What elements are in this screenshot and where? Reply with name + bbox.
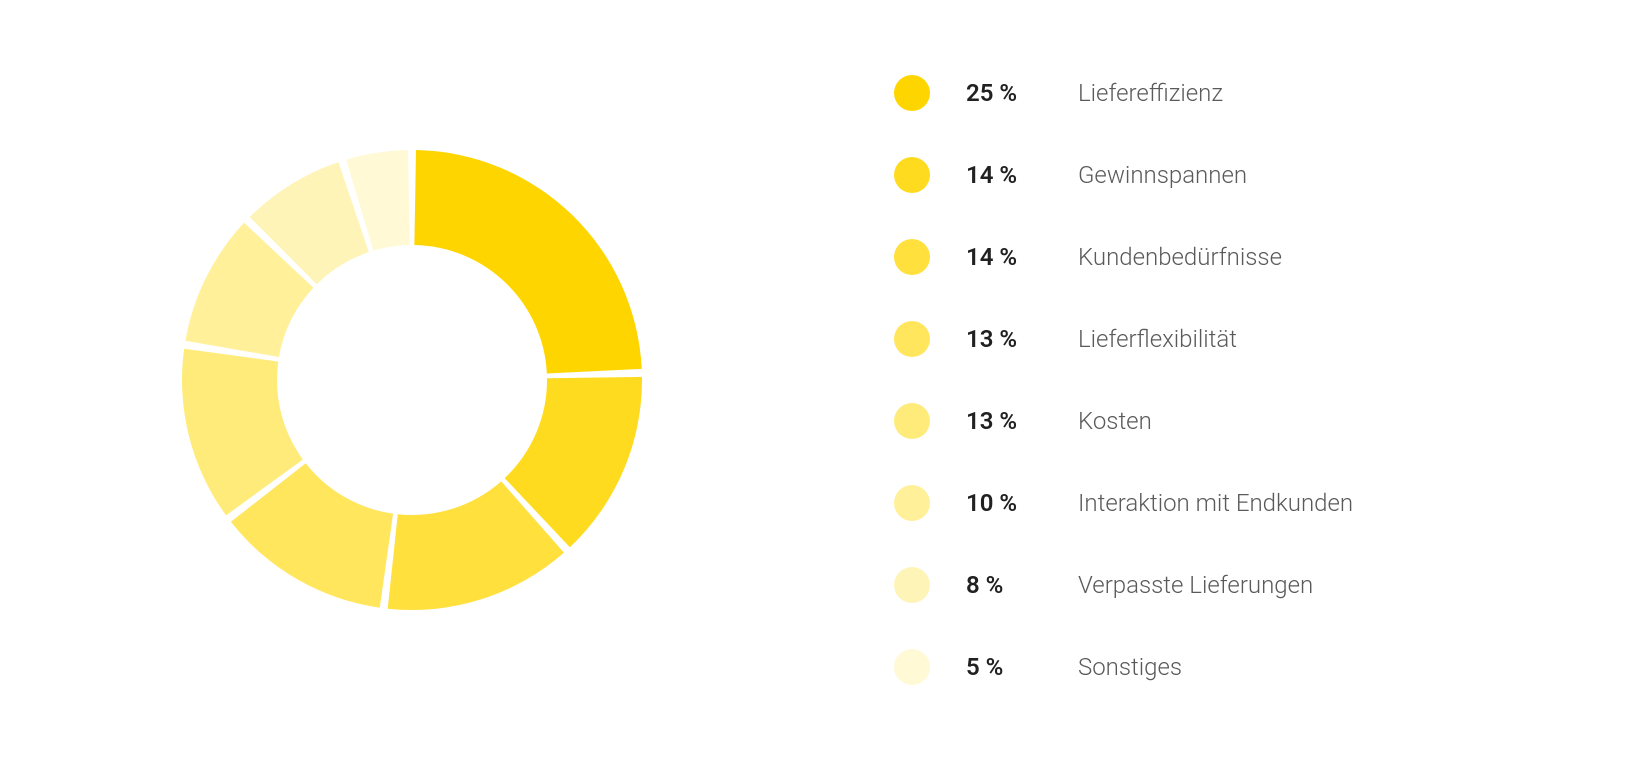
legend-row: 13 %Kosten (894, 380, 1608, 462)
legend-label: Gewinnspannen (1050, 161, 1247, 189)
legend-swatch (894, 403, 930, 439)
donut-chart-area (0, 0, 824, 760)
legend-row: 14 %Gewinnspannen (894, 134, 1608, 216)
legend-label: Interaktion mit Endkunden (1050, 489, 1353, 517)
donut-segment (414, 150, 641, 373)
legend-percent: 13 % (930, 407, 1050, 435)
legend-label: Sonstiges (1050, 653, 1182, 681)
legend-swatch (894, 75, 930, 111)
legend-percent: 14 % (930, 243, 1050, 271)
legend-swatch (894, 485, 930, 521)
legend-percent: 25 % (930, 79, 1050, 107)
legend-swatch (894, 239, 930, 275)
legend-percent: 14 % (930, 161, 1050, 189)
legend: 25 %Liefereffizienz14 %Gewinnspannen14 %… (824, 52, 1648, 708)
legend-row: 8 %Verpasste Lieferungen (894, 544, 1608, 626)
legend-row: 13 %Lieferflexibilität (894, 298, 1608, 380)
legend-percent: 10 % (930, 489, 1050, 517)
donut-chart (152, 120, 672, 640)
legend-label: Kosten (1050, 407, 1152, 435)
legend-label: Verpasste Lieferungen (1050, 571, 1313, 599)
legend-swatch (894, 649, 930, 685)
legend-label: Lieferflexibilität (1050, 325, 1237, 353)
legend-label: Liefereffizienz (1050, 79, 1223, 107)
legend-label: Kundenbedürfnisse (1050, 243, 1282, 271)
legend-swatch (894, 157, 930, 193)
legend-row: 25 %Liefereffizienz (894, 52, 1608, 134)
legend-row: 5 %Sonstiges (894, 626, 1608, 708)
legend-swatch (894, 321, 930, 357)
legend-percent: 5 % (930, 653, 1050, 681)
chart-container: 25 %Liefereffizienz14 %Gewinnspannen14 %… (0, 0, 1648, 760)
legend-swatch (894, 567, 930, 603)
legend-percent: 13 % (930, 325, 1050, 353)
legend-row: 10 %Interaktion mit Endkunden (894, 462, 1608, 544)
legend-percent: 8 % (930, 571, 1050, 599)
legend-row: 14 %Kundenbedürfnisse (894, 216, 1608, 298)
